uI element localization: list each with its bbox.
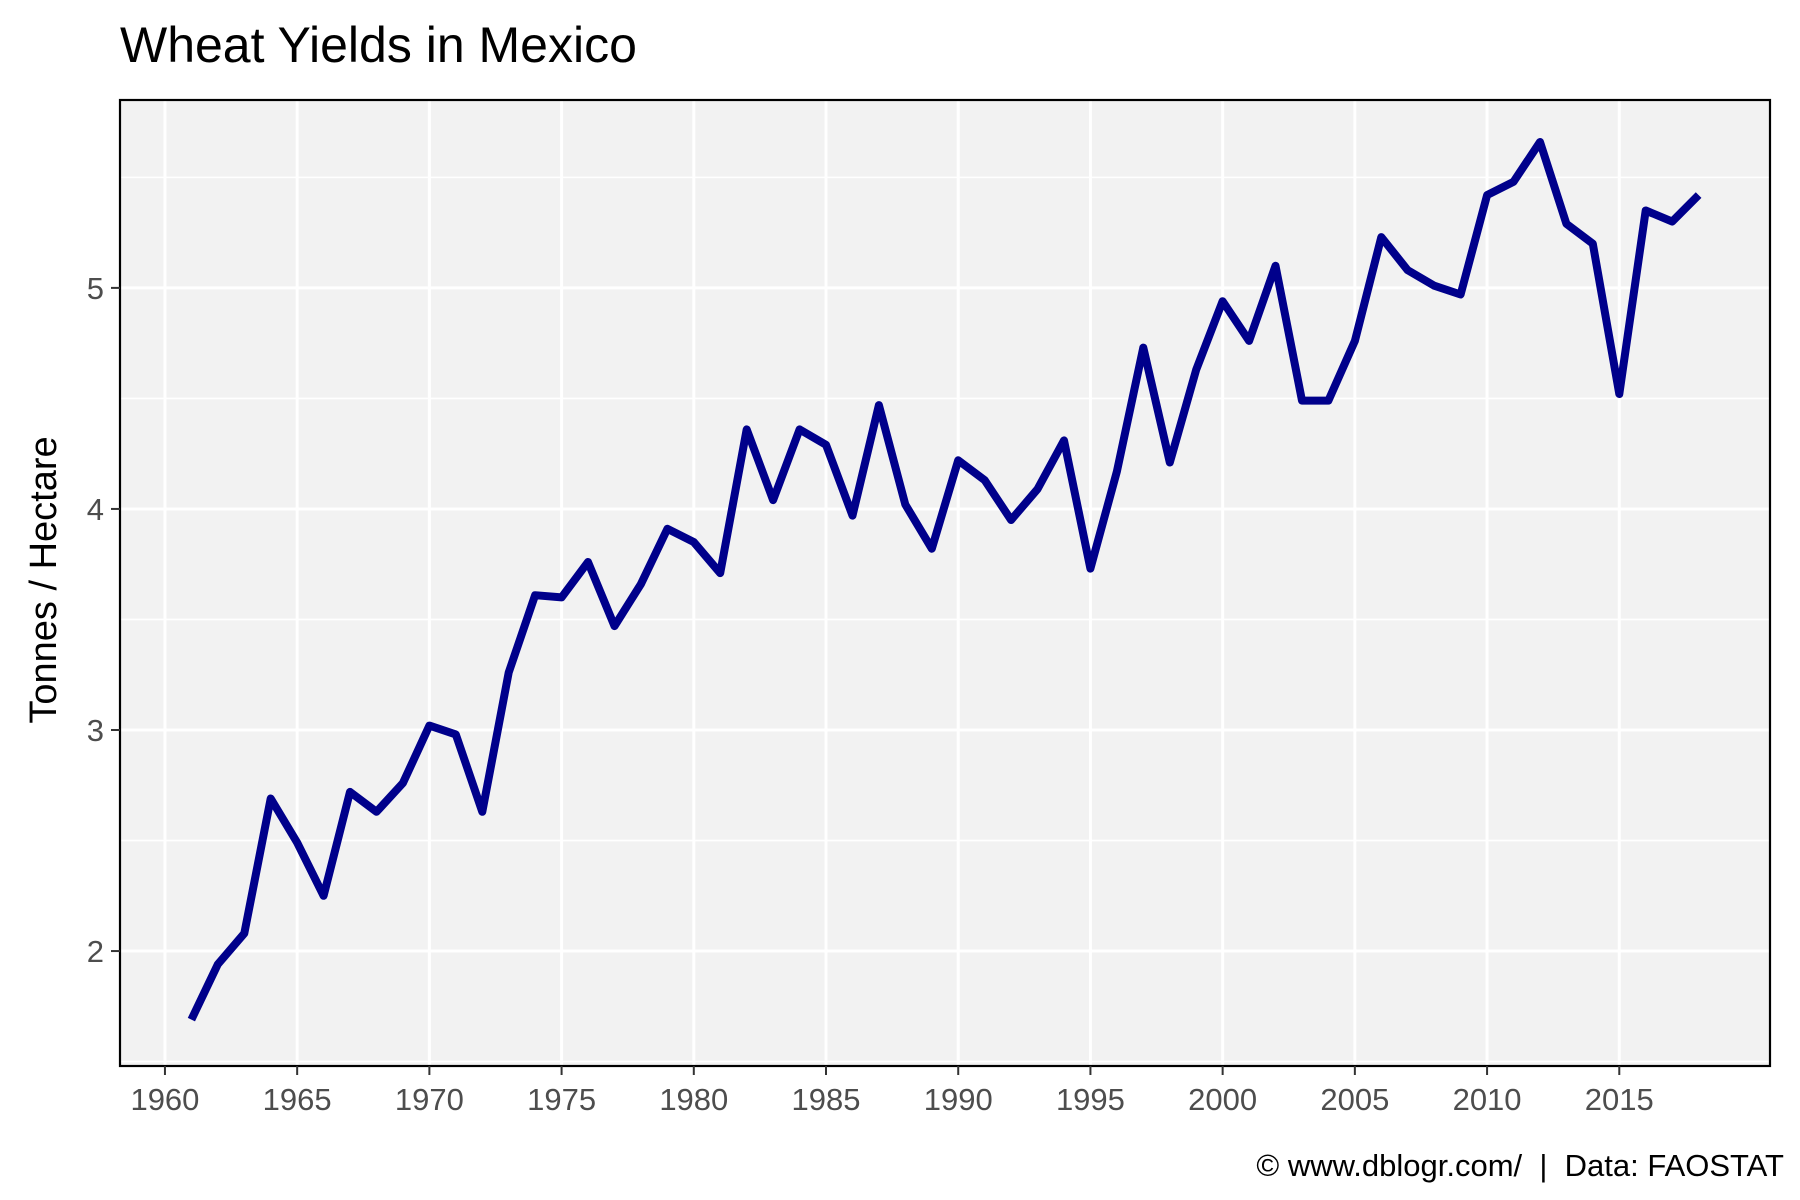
x-tick-label: 1965: [263, 1082, 332, 1117]
x-tick-label: 1990: [924, 1082, 993, 1117]
panel-border: [118, 98, 1772, 1068]
x-tick-label: 1985: [792, 1082, 861, 1117]
x-axis: 1960 1965 1970 1975 1980 1985 1990 1995 2000 2005…: [130, 1066, 1654, 1117]
x-tick-label: 1970: [395, 1082, 464, 1117]
y-axis-label: Tonnes / Hectare: [23, 436, 65, 723]
series-line-0: [187, 138, 1702, 1022]
x-tick-label: 1995: [1056, 1082, 1125, 1117]
panel-border-rect: [118, 98, 1772, 1068]
grid-major: [120, 100, 1770, 1066]
y-tick-label: 2: [87, 934, 104, 969]
chart-title: Wheat Yields in Mexico: [120, 17, 637, 73]
grid-minor: [120, 176, 1770, 1063]
y-tick-label: 3: [87, 713, 104, 748]
x-tick-label: 2000: [1188, 1082, 1257, 1117]
y-tick-label: 5: [87, 271, 104, 306]
x-tick-label: 1960: [130, 1082, 199, 1117]
y-axis: 2 3 4 5: [87, 271, 120, 969]
plot-background: [120, 100, 1770, 1066]
x-tick-label: 2010: [1453, 1082, 1522, 1117]
y-tick-label: 4: [87, 492, 104, 527]
caption: © www.dblogr.com/ | Data: FAOSTAT: [1256, 1148, 1784, 1183]
x-tick-label: 2015: [1585, 1082, 1654, 1117]
plot-panel: [120, 100, 1770, 1066]
x-tick-label: 1975: [527, 1082, 596, 1117]
series-group: [187, 138, 1702, 1022]
x-tick-label: 1980: [659, 1082, 728, 1117]
x-tick-label: 2005: [1320, 1082, 1389, 1117]
